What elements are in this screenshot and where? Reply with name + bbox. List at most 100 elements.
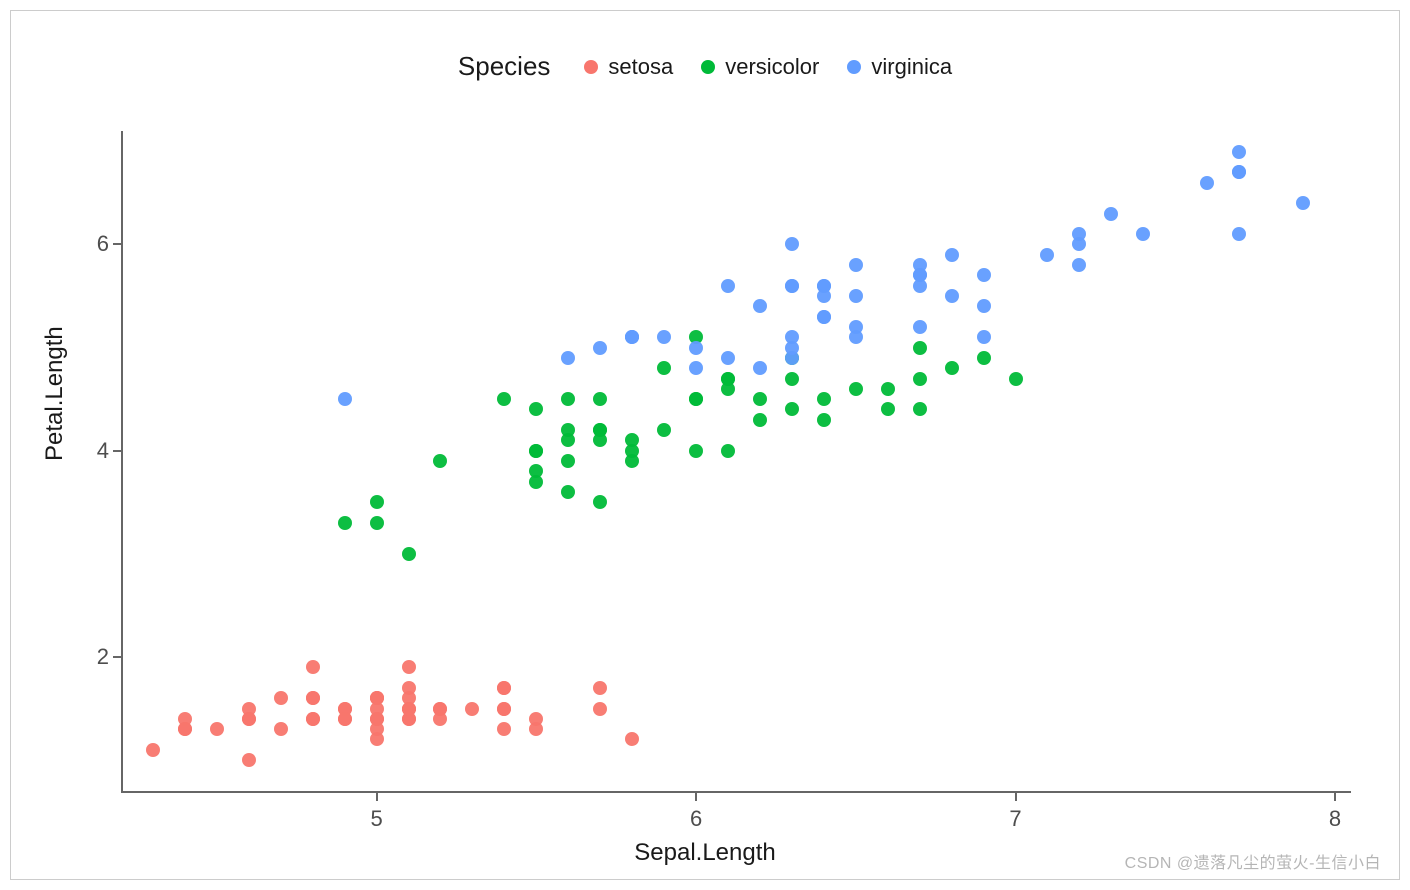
data-point-setosa (306, 712, 320, 726)
data-point-versicolor (657, 423, 671, 437)
data-point-virginica (913, 268, 927, 282)
data-point-versicolor (593, 495, 607, 509)
data-point-versicolor (849, 382, 863, 396)
data-point-virginica (593, 341, 607, 355)
data-point-virginica (913, 320, 927, 334)
data-point-setosa (178, 722, 192, 736)
data-point-versicolor (881, 402, 895, 416)
data-point-setosa (593, 681, 607, 695)
data-point-setosa (274, 722, 288, 736)
data-point-virginica (1072, 237, 1086, 251)
data-point-virginica (977, 268, 991, 282)
data-point-versicolor (402, 547, 416, 561)
data-point-virginica (817, 310, 831, 324)
data-point-versicolor (338, 516, 352, 530)
data-point-virginica (977, 299, 991, 313)
data-point-setosa (402, 691, 416, 705)
legend-dot-virginica (847, 60, 861, 74)
data-point-versicolor (753, 392, 767, 406)
y-tick-label: 2 (69, 644, 109, 670)
data-point-setosa (306, 660, 320, 674)
data-point-versicolor (977, 351, 991, 365)
data-point-versicolor (881, 382, 895, 396)
data-point-virginica (721, 351, 735, 365)
x-tick-label: 6 (690, 806, 702, 832)
data-point-versicolor (497, 392, 511, 406)
data-point-versicolor (753, 413, 767, 427)
data-point-virginica (1296, 196, 1310, 210)
x-tick-label: 5 (370, 806, 382, 832)
data-point-virginica (1232, 145, 1246, 159)
data-point-setosa (306, 691, 320, 705)
data-point-versicolor (817, 413, 831, 427)
y-tick (113, 243, 121, 245)
legend-label-versicolor: versicolor (725, 54, 819, 80)
data-point-virginica (721, 279, 735, 293)
data-point-virginica (945, 248, 959, 262)
data-point-virginica (945, 289, 959, 303)
data-point-setosa (210, 722, 224, 736)
data-point-versicolor (721, 382, 735, 396)
data-point-virginica (657, 330, 671, 344)
data-point-versicolor (529, 402, 543, 416)
data-point-virginica (785, 341, 799, 355)
data-point-setosa (370, 712, 384, 726)
data-point-versicolor (817, 392, 831, 406)
legend-title: Species (458, 51, 551, 82)
data-point-versicolor (561, 454, 575, 468)
data-point-setosa (593, 702, 607, 716)
data-point-setosa (338, 712, 352, 726)
x-tick (376, 793, 378, 801)
data-point-virginica (1040, 248, 1054, 262)
data-point-virginica (753, 361, 767, 375)
data-point-virginica (625, 330, 639, 344)
legend-dot-setosa (584, 60, 598, 74)
x-tick-label: 8 (1329, 806, 1341, 832)
legend-item-setosa: setosa (584, 54, 673, 80)
legend-label-setosa: setosa (608, 54, 673, 80)
x-tick-label: 7 (1009, 806, 1021, 832)
data-point-versicolor (370, 495, 384, 509)
data-point-versicolor (689, 444, 703, 458)
data-point-setosa (146, 743, 160, 757)
data-point-virginica (977, 330, 991, 344)
data-point-setosa (433, 702, 447, 716)
data-point-versicolor (657, 361, 671, 375)
x-axis-line (121, 791, 1351, 793)
data-point-setosa (274, 691, 288, 705)
legend-item-versicolor: versicolor (701, 54, 819, 80)
data-point-virginica (689, 361, 703, 375)
chart-container: Species setosa versicolor virginica 5 6 7 8… (0, 0, 1410, 890)
y-tick-label: 4 (69, 438, 109, 464)
data-point-setosa (402, 660, 416, 674)
data-point-virginica (849, 258, 863, 272)
data-point-versicolor (433, 454, 447, 468)
data-point-virginica (338, 392, 352, 406)
y-tick-label: 6 (69, 231, 109, 257)
data-point-versicolor (561, 485, 575, 499)
data-point-setosa (242, 753, 256, 767)
x-tick (695, 793, 697, 801)
data-point-versicolor (593, 433, 607, 447)
data-point-versicolor (529, 444, 543, 458)
data-point-virginica (849, 320, 863, 334)
data-point-versicolor (561, 423, 575, 437)
data-point-virginica (561, 351, 575, 365)
data-point-setosa (465, 702, 479, 716)
data-point-virginica (849, 289, 863, 303)
x-tick (1015, 793, 1017, 801)
data-point-virginica (1232, 227, 1246, 241)
data-point-versicolor (689, 392, 703, 406)
legend: Species setosa versicolor virginica (11, 51, 1399, 82)
data-point-setosa (370, 691, 384, 705)
data-point-versicolor (625, 444, 639, 458)
data-point-versicolor (913, 341, 927, 355)
data-point-setosa (529, 722, 543, 736)
watermark: CSDN @遗落凡尘的萤火-生信小白 (1125, 849, 1381, 873)
data-point-versicolor (593, 392, 607, 406)
legend-dot-versicolor (701, 60, 715, 74)
data-point-setosa (497, 702, 511, 716)
y-tick (113, 656, 121, 658)
data-point-versicolor (529, 475, 543, 489)
legend-item-virginica: virginica (847, 54, 952, 80)
